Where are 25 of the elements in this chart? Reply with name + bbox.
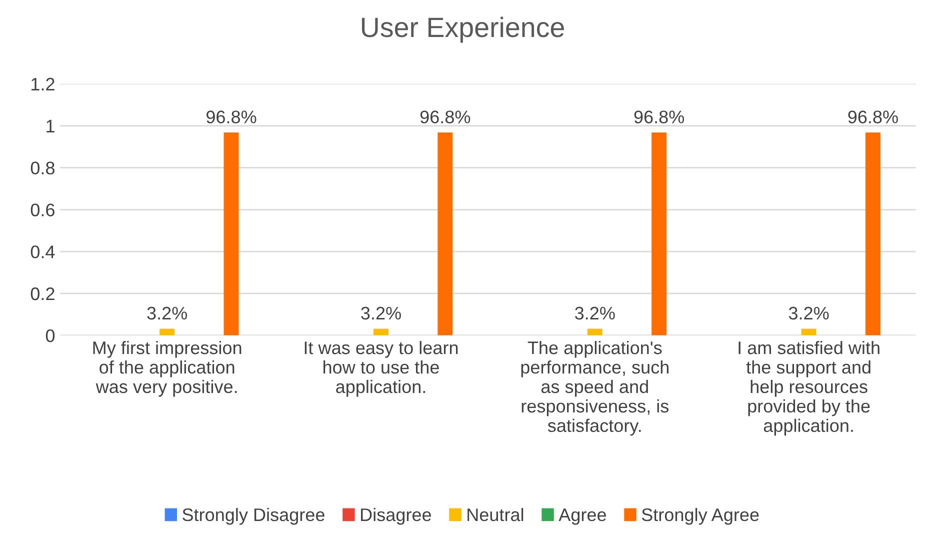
- data-label: 96.8%: [206, 110, 256, 124]
- x-tick-label: My first impression of the application was very positive.: [93, 340, 242, 397]
- legend-label: Disagree: [361, 508, 431, 525]
- y-tick-label: 0.4: [30, 246, 55, 258]
- y-tick-label: 0: [46, 329, 55, 342]
- data-label: 3.2%: [361, 306, 401, 320]
- legend-label: Strongly Agree: [642, 508, 759, 525]
- data-label: 96.8%: [420, 110, 470, 124]
- x-tick-label: The application's performance, such as speed and responsiveness, is satisfactory.: [521, 340, 669, 436]
- data-label: 3.2%: [147, 306, 188, 320]
- x-tick-label: I am satisfied with the support and help resources provided by the application.: [738, 340, 880, 436]
- y-tick-label: 0.8: [30, 162, 54, 174]
- y-tick-label: 1: [46, 120, 54, 132]
- data-label: 3.2%: [788, 306, 829, 320]
- legend-label: Agree: [558, 508, 606, 525]
- y-tick-label: 0.2: [30, 287, 54, 300]
- data-label: 96.8%: [848, 110, 898, 124]
- x-tick-label: It was easy to learn how to use the application.: [304, 340, 458, 397]
- data-label: 96.8%: [634, 110, 684, 124]
- data-label: 3.2%: [575, 306, 615, 320]
- legend-label: Strongly Disagree: [182, 508, 324, 525]
- legend-label: Neutral: [468, 508, 524, 522]
- chart-title: User Experience: [362, 16, 564, 43]
- y-tick-label: 1.2: [32, 78, 54, 90]
- y-tick-label: 0.6: [30, 204, 54, 216]
